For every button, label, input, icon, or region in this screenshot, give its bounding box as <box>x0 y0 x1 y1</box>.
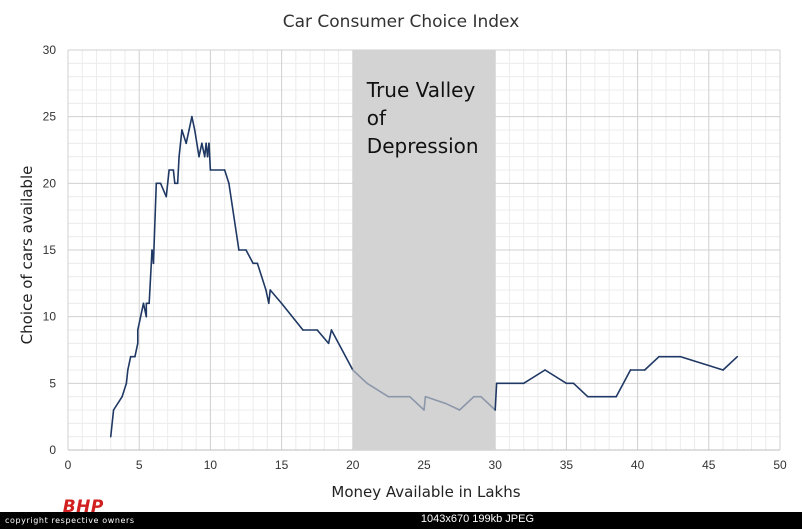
series-segment <box>208 142 212 171</box>
series-segment <box>444 402 461 411</box>
watermark-brand-accent: BHP <box>62 497 100 517</box>
y-tick-label: 30 <box>43 43 57 57</box>
annotation-layer: True Valley of Depression <box>366 78 479 158</box>
series-segment <box>679 355 724 371</box>
series-segment <box>134 342 139 358</box>
x-axis-label: Money Available in Lakhs <box>331 483 520 501</box>
series-segment <box>121 382 128 398</box>
y-tick-label: 15 <box>43 243 57 257</box>
series-segment <box>127 355 132 371</box>
x-tick-label: 25 <box>417 458 431 472</box>
x-tick-label: 45 <box>702 458 716 472</box>
y-tick-label: 25 <box>43 110 57 124</box>
series-segment <box>223 169 230 185</box>
series-segment <box>480 395 497 411</box>
series-segment <box>458 395 475 411</box>
series-segment <box>193 129 200 158</box>
series-segment <box>165 169 170 198</box>
watermark-brand: Team-BHP.com <box>3 497 147 517</box>
watermark-brand-prefix: Team- <box>3 497 63 517</box>
shaded-region-true-valley <box>352 50 496 450</box>
series-segment <box>366 382 390 398</box>
series-segment <box>423 395 427 411</box>
series-segment <box>316 329 330 345</box>
x-tick-label: 35 <box>560 458 574 472</box>
series-segment <box>269 289 283 305</box>
series-segment <box>408 395 425 411</box>
series-segment <box>494 382 498 411</box>
watermark-hosted-on: HOSTED ON : <box>5 489 64 498</box>
series-segment <box>522 369 546 385</box>
watermark-brand-suffix: .com <box>99 497 148 517</box>
x-tick-label: 30 <box>489 458 503 472</box>
shaded-region-label-line: Depression <box>367 134 479 158</box>
y-tick-label: 20 <box>43 176 57 190</box>
x-tick-label: 40 <box>631 458 645 472</box>
x-tick-label: 50 <box>773 458 787 472</box>
series-segment <box>125 369 129 385</box>
y-tick-label: 0 <box>49 443 56 457</box>
series-segment <box>152 182 158 265</box>
series-segment <box>112 395 123 411</box>
series-segment <box>181 129 187 145</box>
series-segment <box>267 289 272 305</box>
series-segment <box>191 115 196 131</box>
tick-labels: 0 5 10 15 20 25 30 35 40 45 50 0 5 10 15 20 25 30 <box>43 43 787 472</box>
series-segment <box>188 115 193 131</box>
series-segment <box>148 249 153 305</box>
y-tick-label: 10 <box>43 310 57 324</box>
series-segment <box>424 395 447 405</box>
series-segment <box>176 155 180 185</box>
y-tick-label: 5 <box>49 376 56 390</box>
team-bhp-watermark: HOSTED ON : Team-BHP.com copyright respe… <box>2 487 202 529</box>
series-segment <box>139 302 145 318</box>
series-segment <box>643 355 660 371</box>
series-segment <box>722 355 739 371</box>
series-segment <box>159 182 168 198</box>
series-segment <box>178 129 183 158</box>
series-segment <box>260 275 267 291</box>
series-segment <box>256 262 263 278</box>
series-segment <box>351 369 368 385</box>
series-segment <box>109 409 115 438</box>
series-segment <box>615 369 632 398</box>
chart-title: Car Consumer Choice Index <box>283 12 520 32</box>
x-tick-label: 5 <box>136 458 143 472</box>
series-segment <box>280 302 304 331</box>
series-segment <box>172 169 176 185</box>
series-segment <box>245 249 254 265</box>
series-segment <box>136 315 142 331</box>
x-tick-label: 15 <box>275 458 289 472</box>
series-segment <box>544 369 568 385</box>
series-segment <box>198 142 203 158</box>
series-layer <box>109 115 739 438</box>
shaded-region-label-line: True Valley <box>366 78 476 102</box>
x-tick-label: 10 <box>204 458 218 472</box>
image-info-text: 1043x670 199kb JPEG <box>420 513 534 525</box>
series-segment <box>228 182 240 251</box>
series-segment <box>572 382 589 398</box>
x-tick-label: 0 <box>65 458 72 472</box>
series-segment <box>185 129 190 145</box>
shaded-region-label-line: of <box>367 106 387 130</box>
x-tick-label: 20 <box>346 458 360 472</box>
watermark-copyright: copyright respective owners <box>5 516 135 525</box>
series-segment <box>327 329 333 345</box>
image-info-bar <box>0 512 802 529</box>
shaded-region-layer <box>352 50 496 450</box>
y-axis-label: Choice of cars available <box>18 166 36 345</box>
series-segment <box>330 329 354 371</box>
